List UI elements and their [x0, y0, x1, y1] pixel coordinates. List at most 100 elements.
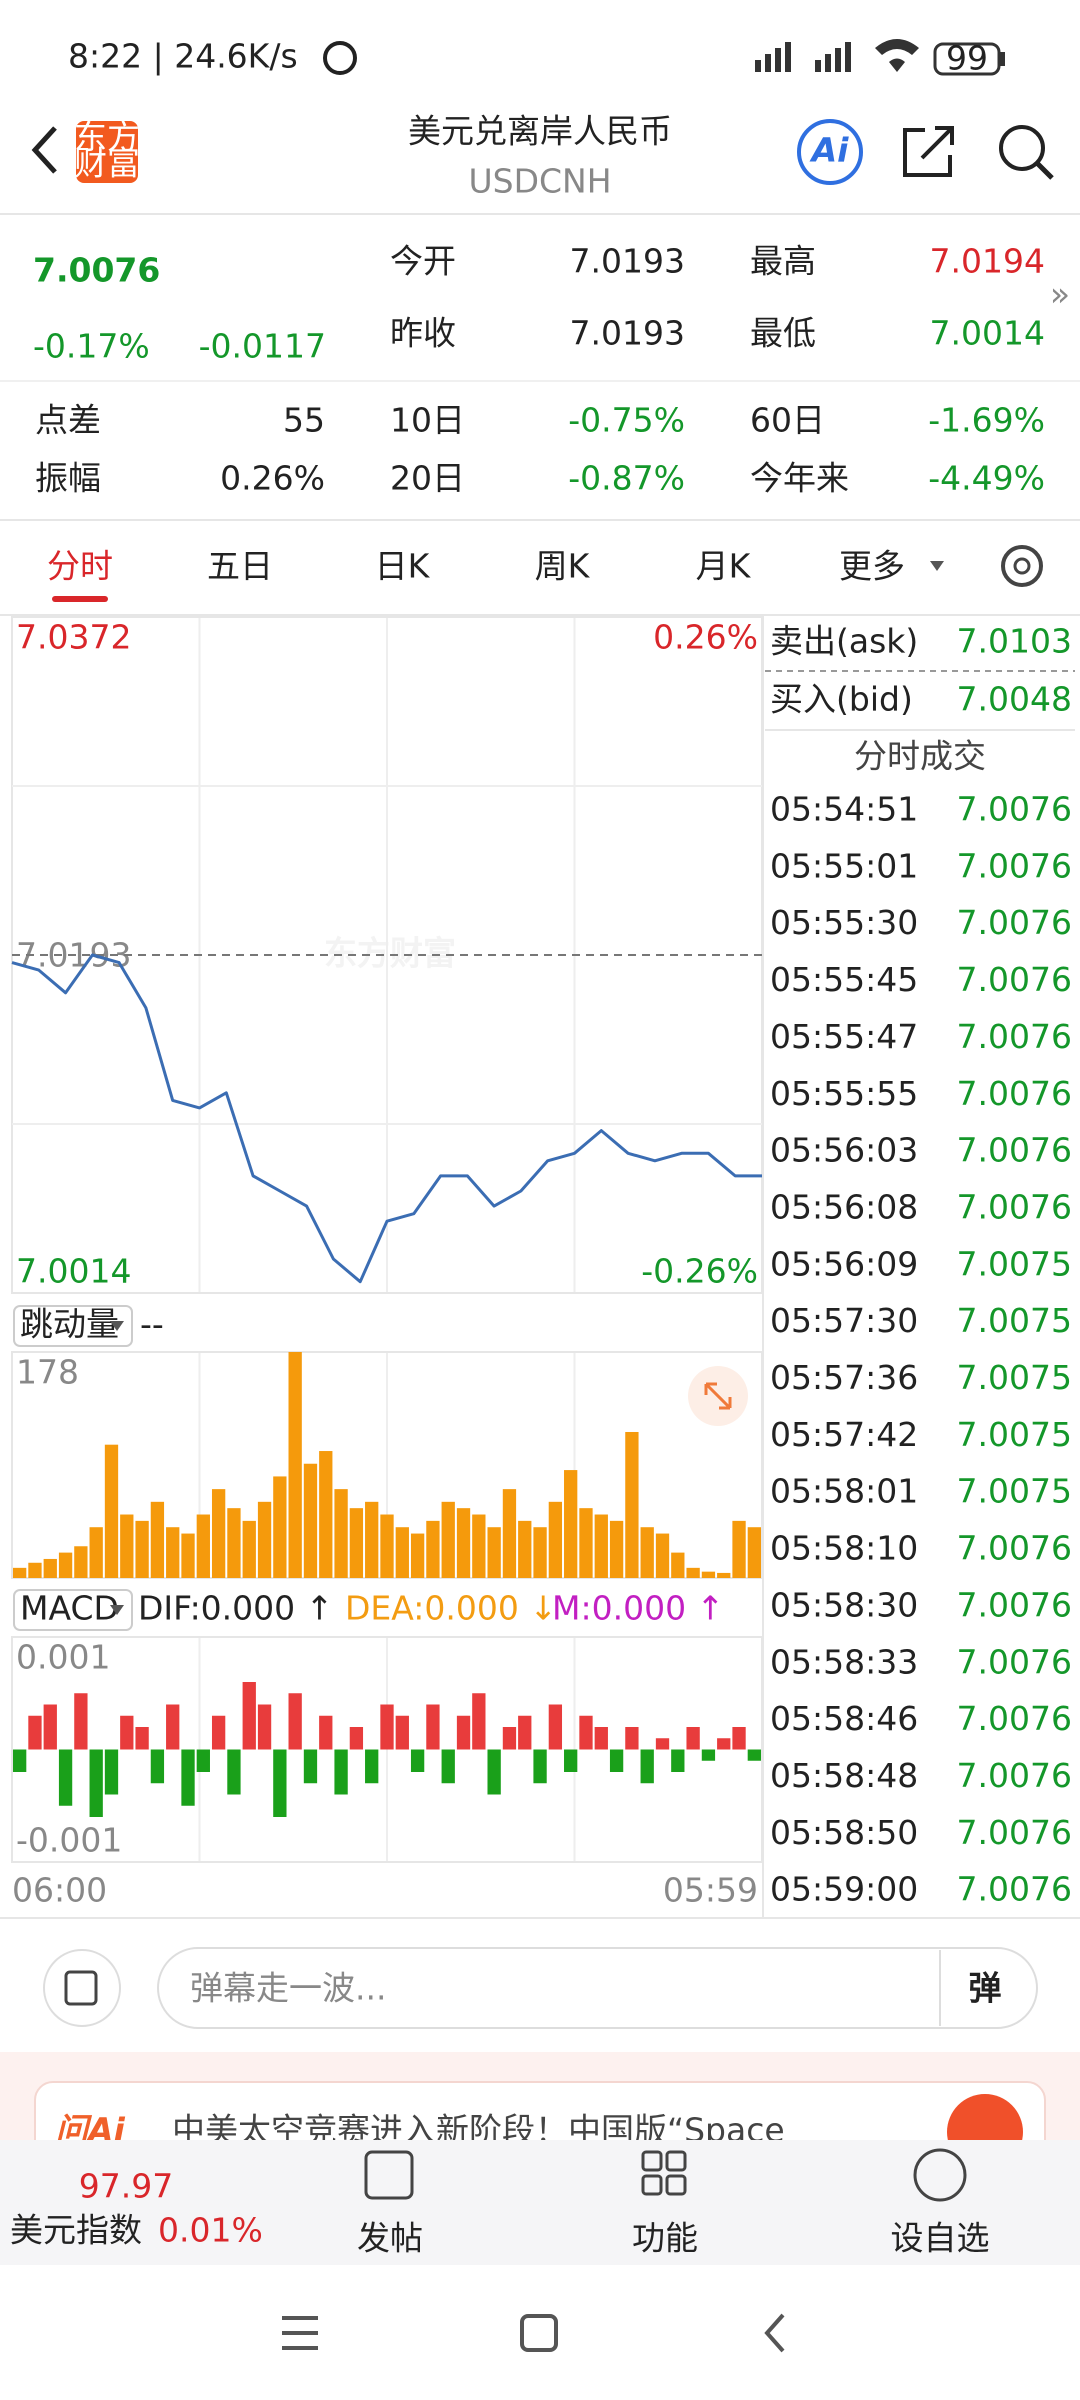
index-name[interactable]: 美元指数	[10, 2211, 142, 2250]
trade-time: 05:56:03	[770, 1131, 918, 1170]
bar	[395, 1715, 409, 1750]
ask-price: 7.0103	[957, 622, 1072, 661]
bar	[365, 1501, 379, 1578]
comment-input[interactable]	[157, 1947, 1038, 2029]
bar	[74, 1693, 88, 1750]
x-tick-label: 05:59	[663, 1871, 758, 1910]
nav-item[interactable]: 功能	[632, 2219, 698, 2258]
more-arrow[interactable]: »	[1050, 275, 1070, 314]
tab[interactable]: 月K	[696, 547, 752, 586]
bar	[579, 1508, 593, 1578]
volume-selector[interactable]	[13, 1305, 133, 1347]
bar	[625, 1431, 639, 1578]
nav-item[interactable]: 发帖	[357, 2219, 423, 2258]
trade-price: 7.0075	[957, 1415, 1072, 1454]
share-button[interactable]	[903, 126, 954, 177]
post-icon	[364, 2150, 414, 2200]
bar	[564, 1749, 578, 1772]
nav-item[interactable]: 设自选	[891, 2219, 990, 2258]
macd-label[interactable]: MACD	[20, 1589, 119, 1628]
bar	[717, 1572, 731, 1578]
trade-time: 05:56:08	[770, 1187, 918, 1226]
bar	[28, 1715, 42, 1750]
trade-time: 05:59:00	[770, 1870, 918, 1909]
bar	[564, 1470, 578, 1578]
bar	[273, 1749, 287, 1817]
trade-price: 7.0076	[957, 1756, 1072, 1795]
bar	[655, 1738, 670, 1750]
bar	[609, 1520, 624, 1578]
ai-button[interactable]	[797, 119, 863, 185]
bar	[686, 1727, 700, 1750]
stat-value: 0.26%	[220, 459, 325, 498]
bar	[242, 1682, 256, 1750]
bar	[196, 1514, 210, 1578]
bar	[518, 1520, 532, 1578]
trade-price: 7.0076	[957, 846, 1072, 885]
trade-price: 7.0076	[957, 1585, 1072, 1624]
stat-label: 20日	[390, 459, 465, 498]
index-value[interactable]: 97.97	[79, 2167, 173, 2206]
tab[interactable]: 分时	[47, 547, 113, 586]
tab[interactable]: 日K	[375, 547, 431, 586]
bar	[211, 1715, 226, 1750]
bar	[640, 1527, 654, 1578]
bar	[89, 1749, 103, 1817]
bar	[609, 1749, 624, 1772]
trade-time: 05:58:50	[770, 1813, 918, 1852]
danmaku-button[interactable]: 弹	[969, 1969, 1002, 2008]
bar	[395, 1527, 409, 1578]
back-button[interactable]	[31, 126, 57, 174]
trade-time: 05:57:42	[770, 1415, 918, 1454]
bar	[732, 1727, 746, 1750]
bar	[319, 1451, 333, 1578]
tab-indicator	[52, 596, 108, 602]
settings-button[interactable]	[1001, 545, 1043, 587]
trade-time: 05:58:48	[770, 1756, 918, 1795]
bar	[150, 1749, 165, 1784]
trade-price: 7.0076	[957, 1017, 1072, 1056]
trades-title: 分时成交	[854, 737, 986, 776]
bar	[242, 1520, 256, 1578]
bar	[410, 1749, 425, 1772]
bar	[426, 1520, 440, 1578]
battery-level: 99	[946, 39, 988, 78]
field-value: 7.0193	[570, 242, 685, 281]
bar	[365, 1749, 379, 1784]
trade-price: 7.0076	[957, 1870, 1072, 1909]
stat-label: 60日	[750, 401, 825, 440]
bar	[487, 1749, 501, 1795]
trade-price: 7.0075	[957, 1358, 1072, 1397]
tab[interactable]: 周K	[535, 547, 591, 586]
volume-selector-label[interactable]: 跳动量	[20, 1305, 119, 1344]
search-button[interactable]	[999, 125, 1045, 171]
trade-price: 7.0076	[957, 1642, 1072, 1681]
dif-label: DIF:0.000 ↑	[138, 1589, 333, 1628]
field-label: 最低	[750, 314, 816, 353]
signal-icons	[755, 39, 919, 72]
trade-time: 05:58:46	[770, 1699, 918, 1738]
last-price: 7.0076	[33, 251, 160, 290]
field-value: 7.0193	[570, 314, 685, 353]
index-change[interactable]: 0.01%	[158, 2211, 263, 2250]
bar	[288, 1693, 302, 1750]
trade-price: 7.0076	[957, 1529, 1072, 1568]
comment-placeholder[interactable]: 弹幕走一波...	[190, 1969, 386, 2008]
bar	[380, 1514, 394, 1578]
field-label: 昨收	[390, 314, 456, 353]
stat-value: 55	[283, 401, 325, 440]
trade-price: 7.0076	[957, 903, 1072, 942]
indicator-selector[interactable]	[13, 1589, 133, 1631]
tab[interactable]: 五日	[207, 547, 273, 586]
trade-price: 7.0076	[957, 1813, 1072, 1852]
bar	[671, 1552, 685, 1578]
symbol-code: USDCNH	[468, 162, 611, 201]
bar	[655, 1533, 670, 1578]
stat-value: -1.69%	[928, 401, 1045, 440]
danmaku-toggle[interactable]	[43, 1949, 121, 2027]
tab[interactable]: 更多	[839, 547, 905, 586]
ai-label[interactable]: Ai	[809, 131, 850, 170]
trade-price: 7.0076	[957, 790, 1072, 829]
